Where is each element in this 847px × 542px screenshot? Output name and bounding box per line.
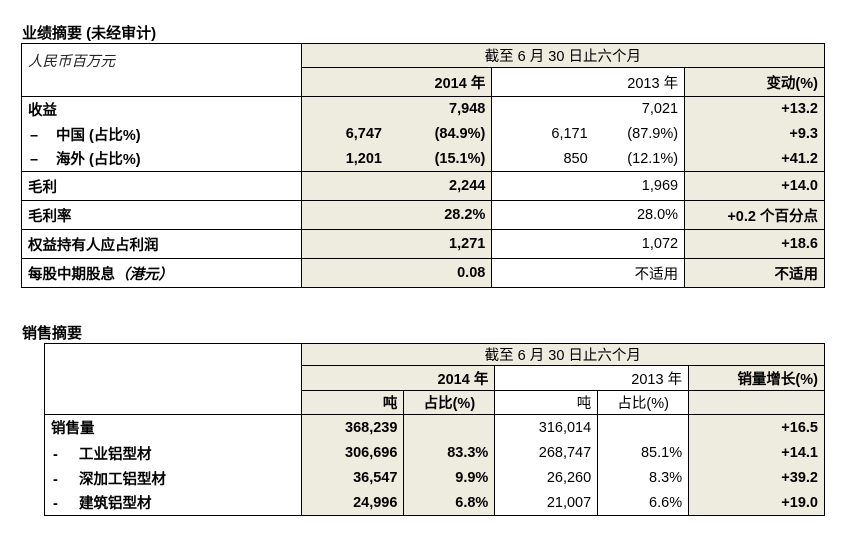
- overseas-2013-value: 850: [491, 146, 594, 172]
- row-label-volume: 销售量: [51, 421, 95, 438]
- sales-col-2014-header: 2014 年: [300, 365, 495, 391]
- gross-profit-2014: 2,244: [300, 171, 492, 201]
- summary-title: 业绩摘要 (未经审计): [22, 25, 157, 42]
- row-label-deep: 深加工铝型材: [79, 471, 166, 488]
- table-row: – 海外 (占比%) 1,201 (15.1%) 850 (12.1%) +41.…: [21, 146, 825, 172]
- sales-col-growth-header: 销量增长(%): [688, 365, 825, 391]
- china-2014-value: 6,747: [300, 121, 388, 147]
- volume-2014: 368,239: [300, 414, 404, 441]
- col-2014-header: 2014 年: [300, 67, 492, 97]
- dividend-change: 不适用: [684, 258, 825, 288]
- overseas-2013-share: (12.1%): [593, 146, 685, 172]
- construction-2013-ton: 21,007: [494, 490, 598, 516]
- summary-table: 人民币百万元 截至 6 月 30 日止六个月 2014 年 2013 年 变动(…: [21, 43, 825, 288]
- gross-margin-2014: 28.2%: [300, 200, 492, 230]
- net-profit-2014: 1,271: [300, 229, 492, 259]
- row-label-dividend: 每股中期股息: [28, 266, 115, 283]
- gross-profit-2013: 1,969: [491, 171, 685, 201]
- row-label-china: 中国 (占比%): [56, 127, 141, 144]
- sub-share-2014: 占比(%): [403, 390, 495, 415]
- sales-col-2013-header: 2013 年: [494, 365, 689, 391]
- table-row: 收益 7,948 7,021 +13.2: [22, 96, 825, 122]
- china-2013-value: 6,171: [491, 121, 594, 147]
- table-row: – 中国 (占比%) 6,747 (84.9%) 6,171 (87.9%) +9…: [22, 121, 825, 147]
- period-header: 截至 6 月 30 日止六个月: [300, 43, 825, 68]
- col-2013-header: 2013 年: [491, 67, 685, 97]
- sub-ton-2013: 吨: [494, 390, 598, 415]
- deep-growth: +39.2: [688, 465, 825, 491]
- volume-growth: +16.5: [688, 414, 825, 441]
- sales-title: 销售摘要: [22, 325, 83, 342]
- china-change: +9.3: [684, 121, 825, 147]
- deep-2013-share: 8.3%: [597, 465, 689, 491]
- construction-growth: +19.0: [688, 490, 825, 516]
- revenue-2014: 7,948: [387, 96, 492, 122]
- table-row: 毛利 2,244 1,969 +14.0: [21, 171, 825, 201]
- gross-margin-2013: 28.0%: [491, 200, 685, 230]
- overseas-2014-value: 1,201: [300, 146, 388, 172]
- gross-profit-change: +14.0: [684, 171, 825, 201]
- table-row: 毛利率 28.2% 28.0% +0.2 个百分点: [21, 200, 825, 230]
- dash-industrial: -: [53, 446, 58, 463]
- dash-overseas: –: [30, 152, 39, 169]
- dividend-2014: 0.08: [300, 258, 492, 288]
- net-profit-2013: 1,072: [491, 229, 685, 259]
- unit-label: 人民币百万元: [21, 43, 302, 97]
- sales-table: 截至 6 月 30 日止六个月 2014 年 2013 年 销量增长(%) 吨 …: [44, 343, 825, 516]
- table-row: 每股中期股息（港元） 0.08 不适用 不适用: [22, 258, 825, 288]
- industrial-growth: +14.1: [688, 440, 825, 466]
- row-label-construction: 建筑铝型材: [79, 496, 152, 513]
- row-label-net-profit: 权益持有人应占利润: [21, 229, 302, 259]
- table-row: 权益持有人应占利润 1,271 1,072 +18.6: [21, 229, 825, 259]
- china-2014-share: (84.9%): [387, 121, 492, 147]
- row-label-gross-margin: 毛利率: [21, 200, 302, 230]
- row-label-overseas: 海外 (占比%): [56, 152, 141, 169]
- dividend-unit: （港元）: [115, 266, 173, 283]
- table-row: - 深加工铝型材 36,547 9.9% 26,260 8.3% +39.2: [45, 465, 825, 491]
- net-profit-change: +18.6: [684, 229, 825, 259]
- table-row: - 工业铝型材 306,696 83.3% 268,747 85.1% +14.1: [45, 440, 825, 466]
- deep-2014-share: 9.9%: [403, 465, 495, 491]
- china-2013-share: (87.9%): [627, 126, 679, 142]
- dash-china: –: [30, 127, 39, 144]
- overseas-2014-share: (15.1%): [387, 146, 492, 172]
- row-label-gross-profit: 毛利: [21, 171, 302, 201]
- overseas-change: +41.2: [684, 146, 825, 172]
- sub-share-2013: 占比(%): [597, 390, 689, 415]
- deep-2014-ton: 36,547: [300, 465, 404, 491]
- revenue-2013: 7,021: [641, 101, 679, 118]
- revenue-change: +13.2: [684, 96, 825, 122]
- construction-2014-share: 6.8%: [403, 490, 495, 516]
- industrial-2013-share: 85.1%: [597, 440, 689, 466]
- industrial-2014-ton: 306,696: [300, 440, 404, 466]
- construction-2014-ton: 24,996: [300, 490, 404, 516]
- table-row: 销售量 368,239 316,014 +16.5: [45, 414, 825, 441]
- sub-ton-2014: 吨: [300, 390, 404, 415]
- dash-construction: -: [53, 496, 58, 513]
- industrial-2013-ton: 268,747: [494, 440, 598, 466]
- industrial-2014-share: 83.3%: [403, 440, 495, 466]
- gross-margin-change: +0.2 个百分点: [684, 200, 825, 230]
- construction-2013-share: 6.6%: [597, 490, 689, 516]
- deep-2013-ton: 26,260: [494, 465, 598, 491]
- col-change-header: 变动(%): [684, 67, 825, 97]
- row-label-revenue: 收益: [28, 102, 57, 119]
- sales-period-header: 截至 6 月 30 日止六个月: [300, 343, 825, 366]
- table-row: - 建筑铝型材 24,996 6.8% 21,007 6.6% +19.0: [45, 490, 825, 516]
- volume-2013: 316,014: [494, 414, 598, 441]
- dividend-2013: 不适用: [491, 258, 685, 288]
- row-label-industrial: 工业铝型材: [79, 446, 152, 463]
- dash-deep: -: [53, 471, 58, 488]
